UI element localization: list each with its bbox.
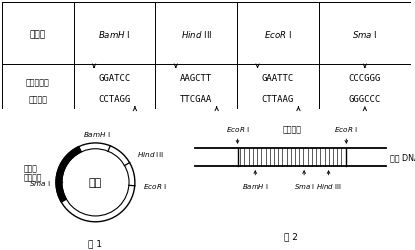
Text: $\mathit{Hind}$ III: $\mathit{Hind}$ III [181, 29, 212, 40]
Text: $\mathit{BamH}$ I: $\mathit{BamH}$ I [98, 29, 131, 40]
Text: 识别序列及: 识别序列及 [26, 78, 50, 86]
Text: $\mathit{EcoR}$ I: $\mathit{EcoR}$ I [226, 125, 249, 134]
Text: $\mathit{BamH}$ I: $\mathit{BamH}$ I [83, 129, 111, 138]
Text: $\mathit{Hind}$ III: $\mathit{Hind}$ III [137, 149, 164, 158]
Text: 抗性基因: 抗性基因 [24, 173, 42, 182]
Text: 切割位点: 切割位点 [28, 95, 47, 104]
Text: $\mathit{BamH}$ I: $\mathit{BamH}$ I [242, 182, 269, 190]
Text: GAATTC: GAATTC [262, 73, 294, 82]
Text: $\mathit{Hind}$ III: $\mathit{Hind}$ III [316, 182, 342, 190]
Text: AAGCTT: AAGCTT [180, 73, 212, 82]
Text: CCCGGG: CCCGGG [349, 73, 381, 82]
Text: $\mathit{EcoR}$ I: $\mathit{EcoR}$ I [264, 29, 292, 40]
Text: 质粒: 质粒 [89, 178, 102, 188]
Polygon shape [56, 147, 81, 202]
Text: $\mathit{EcoR}$ I: $\mathit{EcoR}$ I [143, 181, 166, 190]
Text: GGGCCC: GGGCCC [349, 95, 381, 104]
Text: 抗生素: 抗生素 [24, 164, 37, 173]
Text: GGATCC: GGATCC [98, 73, 131, 82]
Text: 限制酶: 限制酶 [30, 30, 46, 39]
Text: $\mathit{Sma}$ I: $\mathit{Sma}$ I [293, 182, 315, 190]
Text: 图 2: 图 2 [284, 231, 298, 240]
Text: 外源 DNA: 外源 DNA [390, 153, 415, 162]
Text: TTCGAA: TTCGAA [180, 95, 212, 104]
Text: 目的基因: 目的基因 [283, 125, 301, 134]
Text: 图 1: 图 1 [88, 238, 103, 247]
Text: CTTAAG: CTTAAG [262, 95, 294, 104]
Text: $\mathit{Sma}$ I: $\mathit{Sma}$ I [352, 29, 378, 40]
Text: CCTAGG: CCTAGG [98, 95, 131, 104]
Text: $\mathit{Sma}$ I: $\mathit{Sma}$ I [29, 178, 50, 187]
Text: $\mathit{EcoR}$ I: $\mathit{EcoR}$ I [334, 125, 358, 134]
